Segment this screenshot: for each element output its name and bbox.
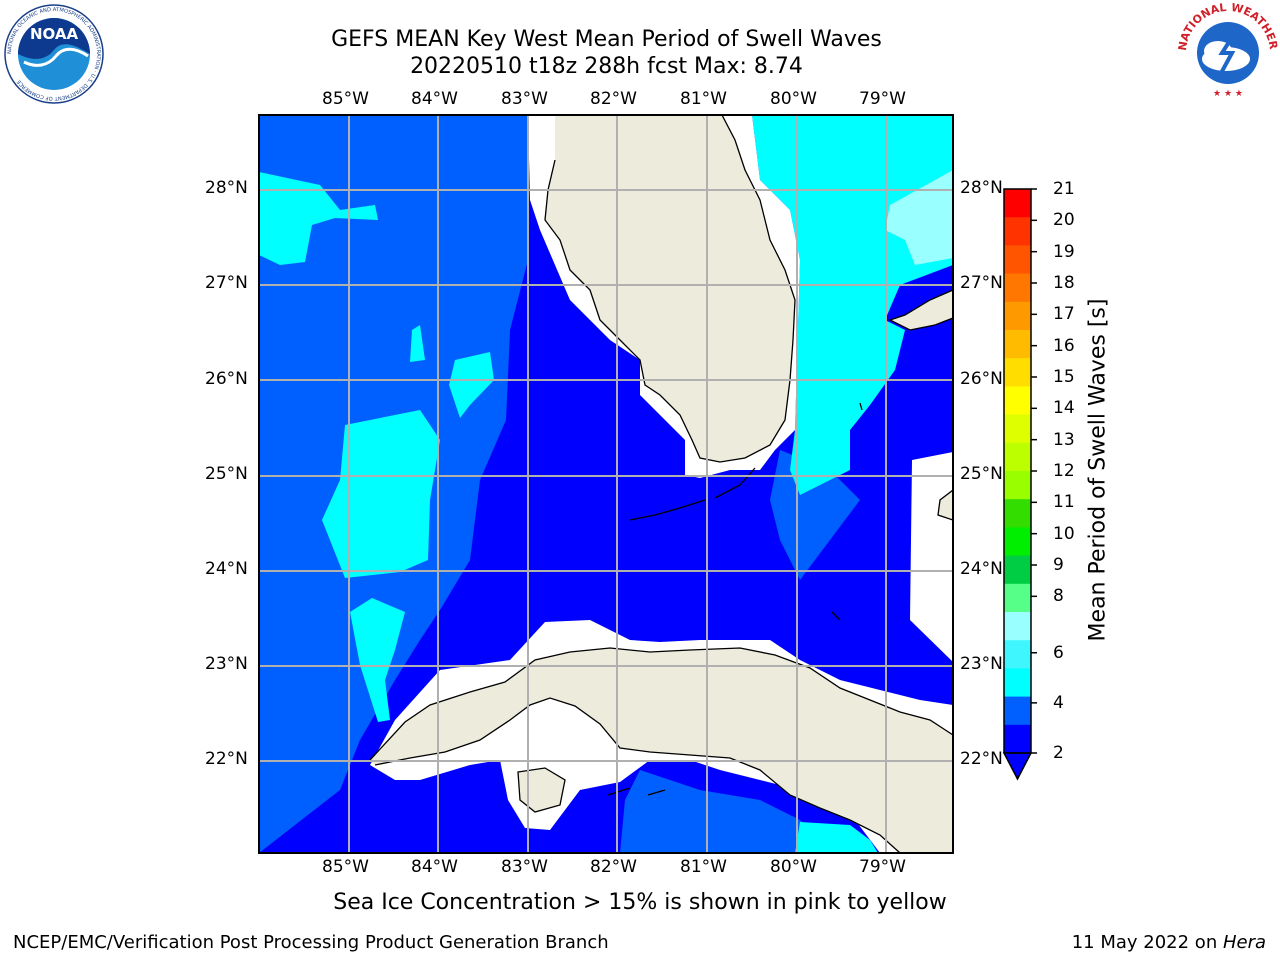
- colorbar-tick-label: 21: [1053, 179, 1075, 199]
- colorbar-tick-label: 6: [1053, 642, 1064, 663]
- ocean-cyan-region-2: [322, 410, 440, 578]
- ocean-cyan-region-south: [795, 822, 878, 853]
- lon-label: 81°W: [680, 857, 727, 877]
- lat-label: 23°N: [960, 654, 1003, 674]
- lon-label: 85°W: [322, 89, 369, 109]
- colorbar-tick-label: 12: [1053, 461, 1075, 481]
- noaa-text: NOAA: [30, 25, 79, 43]
- ocean-mid-region-south: [620, 770, 840, 853]
- svg-text:★ ★ ★: ★ ★ ★: [1213, 89, 1243, 99]
- colorbar-tick-label: 19: [1053, 241, 1075, 262]
- colorbar-tick-label: 4: [1053, 692, 1064, 713]
- lon-label: 82°W: [590, 89, 637, 109]
- colorbar-tick-label: 15: [1053, 367, 1075, 387]
- colorbar-extend-arrow: [1002, 752, 1033, 781]
- ocean-pale-region: [885, 170, 953, 265]
- colorbar-tick-label: 13: [1053, 429, 1075, 450]
- colorbar-tick-label: 10: [1053, 523, 1075, 544]
- lat-label: 22°N: [960, 749, 1003, 769]
- graticule: [259, 115, 953, 853]
- colorbar-segment: [1004, 358, 1031, 387]
- lon-label: 80°W: [770, 89, 817, 109]
- land-isla-juventud: [518, 768, 565, 812]
- lon-label: 84°W: [411, 89, 458, 109]
- map-field: [259, 115, 953, 853]
- map-title: GEFS MEAN Key West Mean Period of Swell …: [331, 27, 882, 52]
- lon-label: 79°W: [859, 89, 906, 109]
- lat-label: 27°N: [960, 273, 1003, 293]
- colorbar-tick-label: 17: [1053, 304, 1075, 325]
- lon-label: 85°W: [322, 857, 369, 877]
- lon-label: 81°W: [680, 89, 727, 109]
- colorbar-tick-label: 20: [1053, 210, 1075, 231]
- sea-ice-note: Sea Ice Concentration > 15% is shown in …: [333, 890, 947, 915]
- coastlines: [369, 115, 953, 853]
- lat-label: 27°N: [205, 273, 248, 293]
- footer-host: Hera: [1222, 932, 1266, 953]
- footer-date-text: 11 May 2022 on: [1071, 932, 1223, 953]
- ocean-cyan-region-3: [449, 352, 494, 418]
- land-bahamas: [890, 290, 953, 330]
- colorbar-segment: [1004, 471, 1031, 500]
- colorbar-tick-label: 8: [1053, 586, 1064, 607]
- colorbar-segment: [1004, 217, 1031, 246]
- lon-label: 84°W: [411, 857, 458, 877]
- ocean-cyan-region-1: [259, 172, 378, 265]
- map-subtitle: 20220510 t18z 288h fcst Max: 8.74: [410, 54, 803, 79]
- lon-label: 83°W: [501, 857, 548, 877]
- colorbar-segment: [1004, 583, 1031, 613]
- colorbar-segment: [1004, 414, 1031, 444]
- lat-label: 26°N: [960, 369, 1003, 389]
- ocean-cyan-region-5: [410, 325, 425, 362]
- colorbar-tick-label: 2: [1053, 743, 1064, 763]
- lon-label: 83°W: [501, 89, 548, 109]
- footer-credit: NCEP/EMC/Verification Post Processing Pr…: [13, 932, 609, 953]
- colorbar-segment: [1004, 330, 1031, 359]
- colorbar-segment: [1004, 386, 1031, 416]
- nws-logo: NATIONAL WEATHER SERVICE ★ ★ ★: [1178, 3, 1278, 101]
- colorbar-segment: [1004, 273, 1031, 303]
- ocean-mid-region-east: [770, 450, 860, 580]
- colorbar-tick-label: 11: [1053, 492, 1075, 513]
- colorbar-segment: [1004, 245, 1031, 275]
- colorbar-segment: [1004, 442, 1031, 472]
- colorbar-segment: [1004, 640, 1031, 669]
- colorbar-segment: [1004, 696, 1031, 726]
- colorbar-segment: [1004, 668, 1031, 698]
- lon-label: 79°W: [859, 857, 906, 877]
- lat-label: 25°N: [205, 464, 248, 484]
- lat-label: 25°N: [960, 464, 1003, 484]
- colorbar-segment: [1004, 189, 1031, 218]
- lat-label: 24°N: [960, 559, 1003, 579]
- colorbar-tick-label: 9: [1053, 555, 1064, 575]
- colorbar-segment: [1004, 612, 1031, 641]
- colorbar-segment: [1004, 555, 1031, 585]
- map-frame: [258, 114, 954, 854]
- lat-label: 26°N: [205, 369, 248, 389]
- lat-label: 24°N: [205, 559, 248, 579]
- ocean-cyan-region-4: [350, 598, 405, 722]
- colorbar-tick-label: 14: [1053, 398, 1075, 419]
- colorbar-segment: [1004, 724, 1031, 754]
- land-florida: [545, 115, 795, 462]
- colorbar-tick-label: 16: [1053, 335, 1075, 356]
- colorbar-segment: [1004, 499, 1031, 528]
- lat-label: 23°N: [205, 654, 248, 674]
- lat-label: 22°N: [205, 749, 248, 769]
- footer-date: 11 May 2022 on Hera: [1072, 932, 1266, 953]
- colorbar-segment: [1004, 527, 1031, 557]
- lon-label: 82°W: [590, 857, 637, 877]
- lat-label: 28°N: [205, 178, 248, 198]
- noaa-logo: NATIONAL OCEANIC AND ATMOSPHERIC ADMINIS…: [4, 4, 104, 104]
- lon-label: 80°W: [770, 857, 817, 877]
- lat-label: 28°N: [960, 178, 1003, 198]
- colorbar-segment: [1004, 301, 1031, 331]
- land-cuba: [370, 648, 953, 853]
- colorbar-title: Mean Period of Swell Waves [s]: [1085, 298, 1111, 642]
- colorbar: [1002, 188, 1037, 781]
- land-bahamas-2: [938, 490, 953, 520]
- colorbar-tick-label: 18: [1053, 273, 1075, 293]
